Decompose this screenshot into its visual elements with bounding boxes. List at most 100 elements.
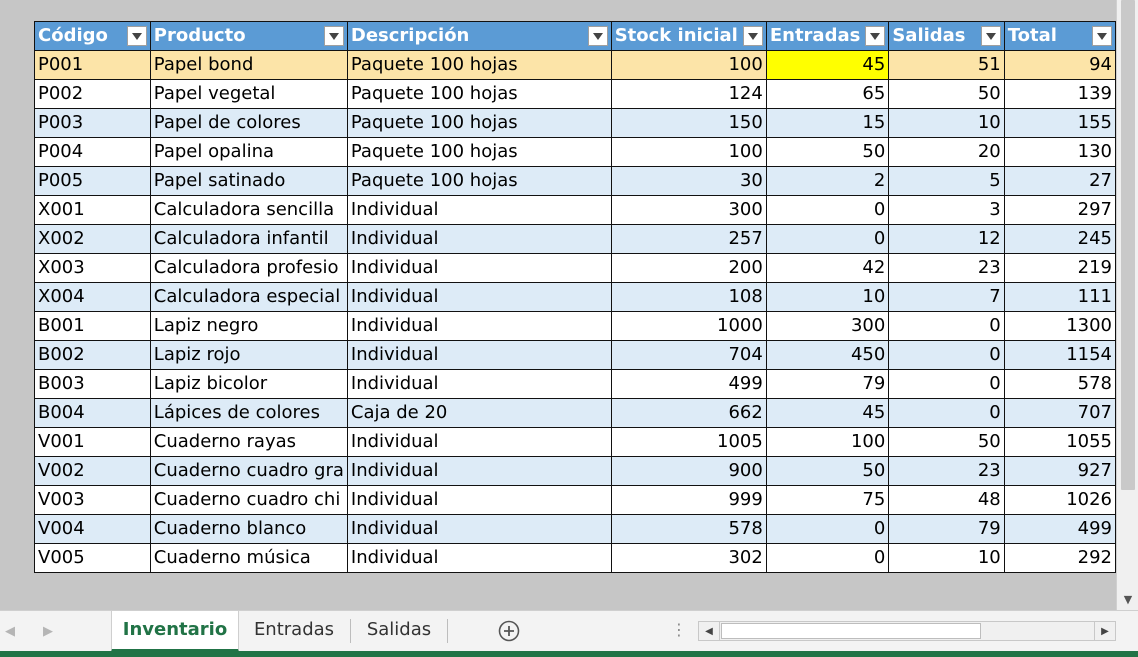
cell-stock-inicial[interactable]: 30 — [610, 166, 767, 196]
cell-entradas[interactable]: 10 — [765, 282, 890, 312]
cell-codigo[interactable]: B001 — [34, 311, 151, 341]
column-header-total[interactable]: Total — [1003, 21, 1117, 51]
filter-dropdown-icon[interactable] — [980, 26, 1001, 46]
cell-stock-inicial[interactable]: 100 — [610, 137, 767, 167]
cell-stock-inicial[interactable]: 150 — [610, 108, 767, 138]
filter-dropdown-icon[interactable] — [126, 26, 147, 46]
cell-entradas[interactable]: 450 — [765, 340, 890, 370]
cell-stock-inicial[interactable]: 499 — [610, 369, 767, 399]
filter-dropdown-icon[interactable] — [587, 26, 608, 46]
cell-codigo[interactable]: V003 — [34, 485, 151, 515]
cell-entradas[interactable]: 15 — [765, 108, 890, 138]
cell-descripcion[interactable]: Paquete 100 hojas — [346, 137, 612, 167]
cell-codigo[interactable]: V001 — [34, 427, 151, 457]
cell-descripcion[interactable]: Individual — [346, 311, 612, 341]
cell-entradas[interactable]: 0 — [765, 224, 890, 254]
cell-stock-inicial[interactable]: 578 — [610, 514, 767, 544]
cell-descripcion[interactable]: Individual — [346, 282, 612, 312]
cell-stock-inicial[interactable]: 300 — [610, 195, 767, 225]
filter-dropdown-icon[interactable] — [865, 26, 886, 46]
cell-producto[interactable]: Papel de colores — [149, 108, 348, 138]
chevron-right-icon[interactable]: ▶ — [43, 623, 53, 639]
cell-salidas[interactable]: 23 — [888, 253, 1005, 283]
cell-salidas[interactable]: 51 — [888, 50, 1005, 80]
cell-entradas[interactable]: 300 — [765, 311, 890, 341]
tab-entradas[interactable]: Entradas — [253, 619, 335, 640]
cell-producto[interactable]: Calculadora sencilla — [149, 195, 348, 225]
cell-descripcion[interactable]: Paquete 100 hojas — [346, 79, 612, 109]
column-header-producto[interactable]: Producto — [149, 21, 348, 51]
cell-entradas[interactable]: 45 — [765, 50, 890, 80]
cell-producto[interactable]: Calculadora profesio — [149, 253, 348, 283]
cell-total[interactable]: 130 — [1003, 137, 1117, 167]
cell-salidas[interactable]: 7 — [888, 282, 1005, 312]
cell-total[interactable]: 499 — [1003, 514, 1117, 544]
scroll-left-arrow-icon[interactable]: ◀ — [699, 622, 720, 640]
cell-producto[interactable]: Calculadora infantil — [149, 224, 348, 254]
column-header-stock-inicial[interactable]: Stock inicial — [610, 21, 767, 51]
cell-codigo[interactable]: V004 — [34, 514, 151, 544]
cell-stock-inicial[interactable]: 124 — [610, 79, 767, 109]
cell-salidas[interactable]: 0 — [888, 311, 1005, 341]
column-header-codigo[interactable]: Código — [34, 21, 151, 51]
cell-stock-inicial[interactable]: 662 — [610, 398, 767, 428]
cell-total[interactable]: 292 — [1003, 543, 1117, 573]
vertical-scroll-thumb[interactable] — [1121, 0, 1135, 490]
cell-total[interactable]: 707 — [1003, 398, 1117, 428]
cell-producto[interactable]: Lapiz rojo — [149, 340, 348, 370]
cell-codigo[interactable]: P002 — [34, 79, 151, 109]
horizontal-scrollbar[interactable]: ◀ ▶ — [698, 621, 1116, 641]
cell-total[interactable]: 578 — [1003, 369, 1117, 399]
cell-salidas[interactable]: 0 — [888, 369, 1005, 399]
cell-producto[interactable]: Cuaderno cuadro chi — [149, 485, 348, 515]
cell-entradas[interactable]: 50 — [765, 456, 890, 486]
cell-producto[interactable]: Cuaderno música — [149, 543, 348, 573]
cell-entradas[interactable]: 100 — [765, 427, 890, 457]
cell-total[interactable]: 155 — [1003, 108, 1117, 138]
cell-total[interactable]: 219 — [1003, 253, 1117, 283]
horizontal-scroll-thumb[interactable] — [721, 623, 981, 639]
cell-codigo[interactable]: B004 — [34, 398, 151, 428]
cell-salidas[interactable]: 48 — [888, 485, 1005, 515]
cell-entradas[interactable]: 42 — [765, 253, 890, 283]
cell-total[interactable]: 111 — [1003, 282, 1117, 312]
filter-dropdown-icon[interactable] — [742, 26, 763, 46]
cell-stock-inicial[interactable]: 1000 — [610, 311, 767, 341]
cell-entradas[interactable]: 65 — [765, 79, 890, 109]
tab-salidas[interactable]: Salidas — [366, 619, 432, 640]
cell-salidas[interactable]: 10 — [888, 108, 1005, 138]
cell-descripcion[interactable]: Individual — [346, 253, 612, 283]
cell-stock-inicial[interactable]: 900 — [610, 456, 767, 486]
cell-salidas[interactable]: 20 — [888, 137, 1005, 167]
cell-stock-inicial[interactable]: 704 — [610, 340, 767, 370]
cell-entradas[interactable]: 0 — [765, 195, 890, 225]
cell-salidas[interactable]: 3 — [888, 195, 1005, 225]
column-header-salidas[interactable]: Salidas — [888, 21, 1005, 51]
filter-dropdown-icon[interactable] — [1092, 26, 1112, 46]
cell-producto[interactable]: Papel opalina — [149, 137, 348, 167]
cell-descripcion[interactable]: Individual — [346, 427, 612, 457]
cell-salidas[interactable]: 0 — [888, 340, 1005, 370]
cell-descripcion[interactable]: Individual — [346, 485, 612, 515]
cell-stock-inicial[interactable]: 200 — [610, 253, 767, 283]
cell-salidas[interactable]: 12 — [888, 224, 1005, 254]
scroll-down-arrow-icon[interactable]: ▼ — [1123, 592, 1133, 606]
cell-total[interactable]: 94 — [1003, 50, 1117, 80]
cell-stock-inicial[interactable]: 100 — [610, 50, 767, 80]
cell-descripcion[interactable]: Individual — [346, 543, 612, 573]
cell-entradas[interactable]: 75 — [765, 485, 890, 515]
scroll-right-arrow-icon[interactable]: ▶ — [1094, 622, 1115, 640]
cell-salidas[interactable]: 5 — [888, 166, 1005, 196]
cell-producto[interactable]: Papel satinado — [149, 166, 348, 196]
cell-entradas[interactable]: 0 — [765, 543, 890, 573]
column-header-descripcion[interactable]: Descripción — [346, 21, 612, 51]
cell-descripcion[interactable]: Individual — [346, 195, 612, 225]
plus-circle-icon[interactable] — [497, 619, 521, 643]
cell-entradas[interactable]: 2 — [765, 166, 890, 196]
cell-codigo[interactable]: P004 — [34, 137, 151, 167]
cell-codigo[interactable]: X001 — [34, 195, 151, 225]
cell-codigo[interactable]: P005 — [34, 166, 151, 196]
cell-salidas[interactable]: 50 — [888, 79, 1005, 109]
cell-descripcion[interactable]: Individual — [346, 369, 612, 399]
cell-descripcion[interactable]: Paquete 100 hojas — [346, 166, 612, 196]
